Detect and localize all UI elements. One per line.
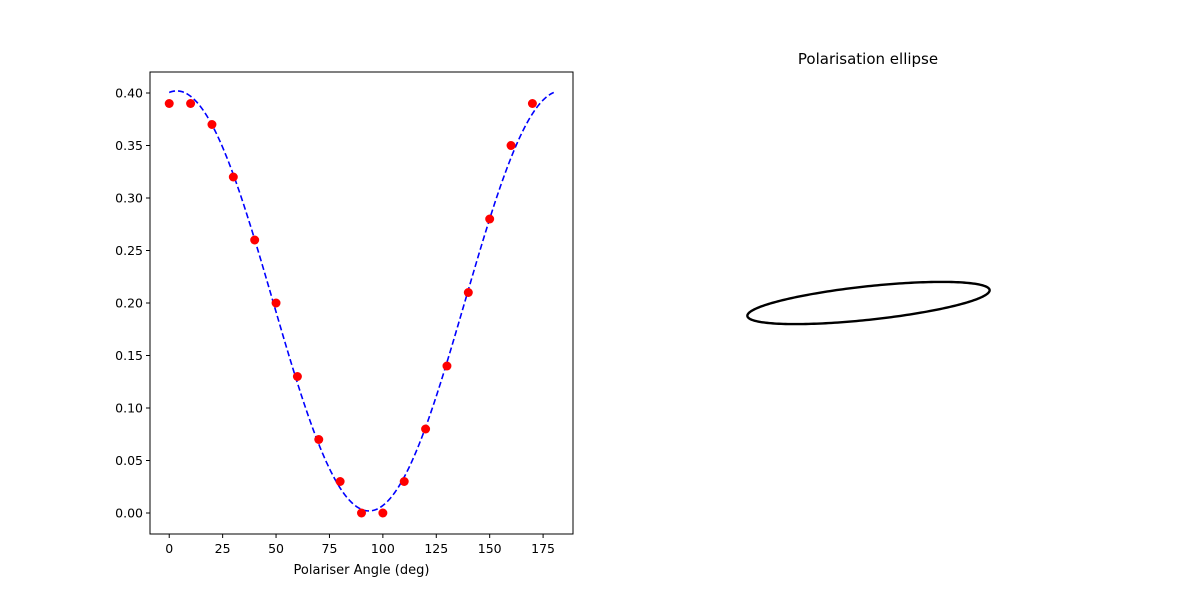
x-tick-label: 50 bbox=[268, 541, 284, 556]
ellipse-title: Polarisation ellipse bbox=[798, 50, 938, 68]
x-axis-ticks: 0 25 50 75 100 125 150 175 bbox=[165, 534, 555, 556]
y-tick-label: 0.05 bbox=[115, 453, 143, 468]
data-point bbox=[378, 508, 388, 518]
x-axis-label: Polariser Angle (deg) bbox=[294, 563, 430, 578]
x-tick-label: 125 bbox=[424, 541, 448, 556]
x-tick-label: 100 bbox=[371, 541, 395, 556]
x-tick-label: 150 bbox=[478, 541, 502, 556]
data-point bbox=[463, 288, 473, 297]
y-tick-label: 0.10 bbox=[115, 401, 143, 416]
data-point bbox=[442, 361, 452, 371]
data-point bbox=[207, 120, 217, 129]
data-point bbox=[357, 508, 366, 518]
data-point bbox=[314, 435, 324, 444]
x-tick-label: 0 bbox=[165, 541, 173, 556]
y-tick-label: 0.20 bbox=[115, 296, 143, 311]
x-tick-label: 75 bbox=[322, 541, 338, 556]
data-point bbox=[506, 141, 516, 150]
intensity-plot: 0 25 50 75 100 125 150 175 0.00 0.05 0.10 0.15 0.20… bbox=[115, 71, 574, 578]
data-point bbox=[485, 214, 495, 224]
y-tick-label: 0.35 bbox=[115, 138, 143, 153]
data-point bbox=[399, 477, 409, 486]
y-tick-label: 0.40 bbox=[115, 86, 143, 101]
polarisation-ellipse-plot: Polarisation ellipse bbox=[746, 50, 991, 326]
y-tick-label: 0.25 bbox=[115, 243, 143, 258]
data-points-layer bbox=[164, 99, 537, 518]
data-point bbox=[292, 372, 302, 381]
data-point bbox=[335, 477, 345, 486]
data-point bbox=[250, 235, 260, 245]
x-tick-label: 175 bbox=[531, 541, 555, 556]
data-point bbox=[164, 99, 174, 108]
ellipse-layer bbox=[746, 280, 991, 326]
data-point bbox=[421, 424, 431, 434]
y-axis-ticks: 0.00 0.05 0.10 0.15 0.20 0.25 0.30 0.35 0.40 bbox=[115, 86, 150, 521]
y-tick-label: 0.00 bbox=[115, 506, 143, 521]
data-point bbox=[228, 172, 238, 182]
y-tick-label: 0.15 bbox=[115, 348, 143, 363]
data-point bbox=[271, 298, 281, 308]
y-tick-label: 0.30 bbox=[115, 191, 143, 206]
polarisation-ellipse bbox=[746, 280, 991, 326]
x-tick-label: 25 bbox=[215, 541, 231, 556]
data-point bbox=[527, 99, 537, 108]
data-point bbox=[186, 99, 196, 108]
